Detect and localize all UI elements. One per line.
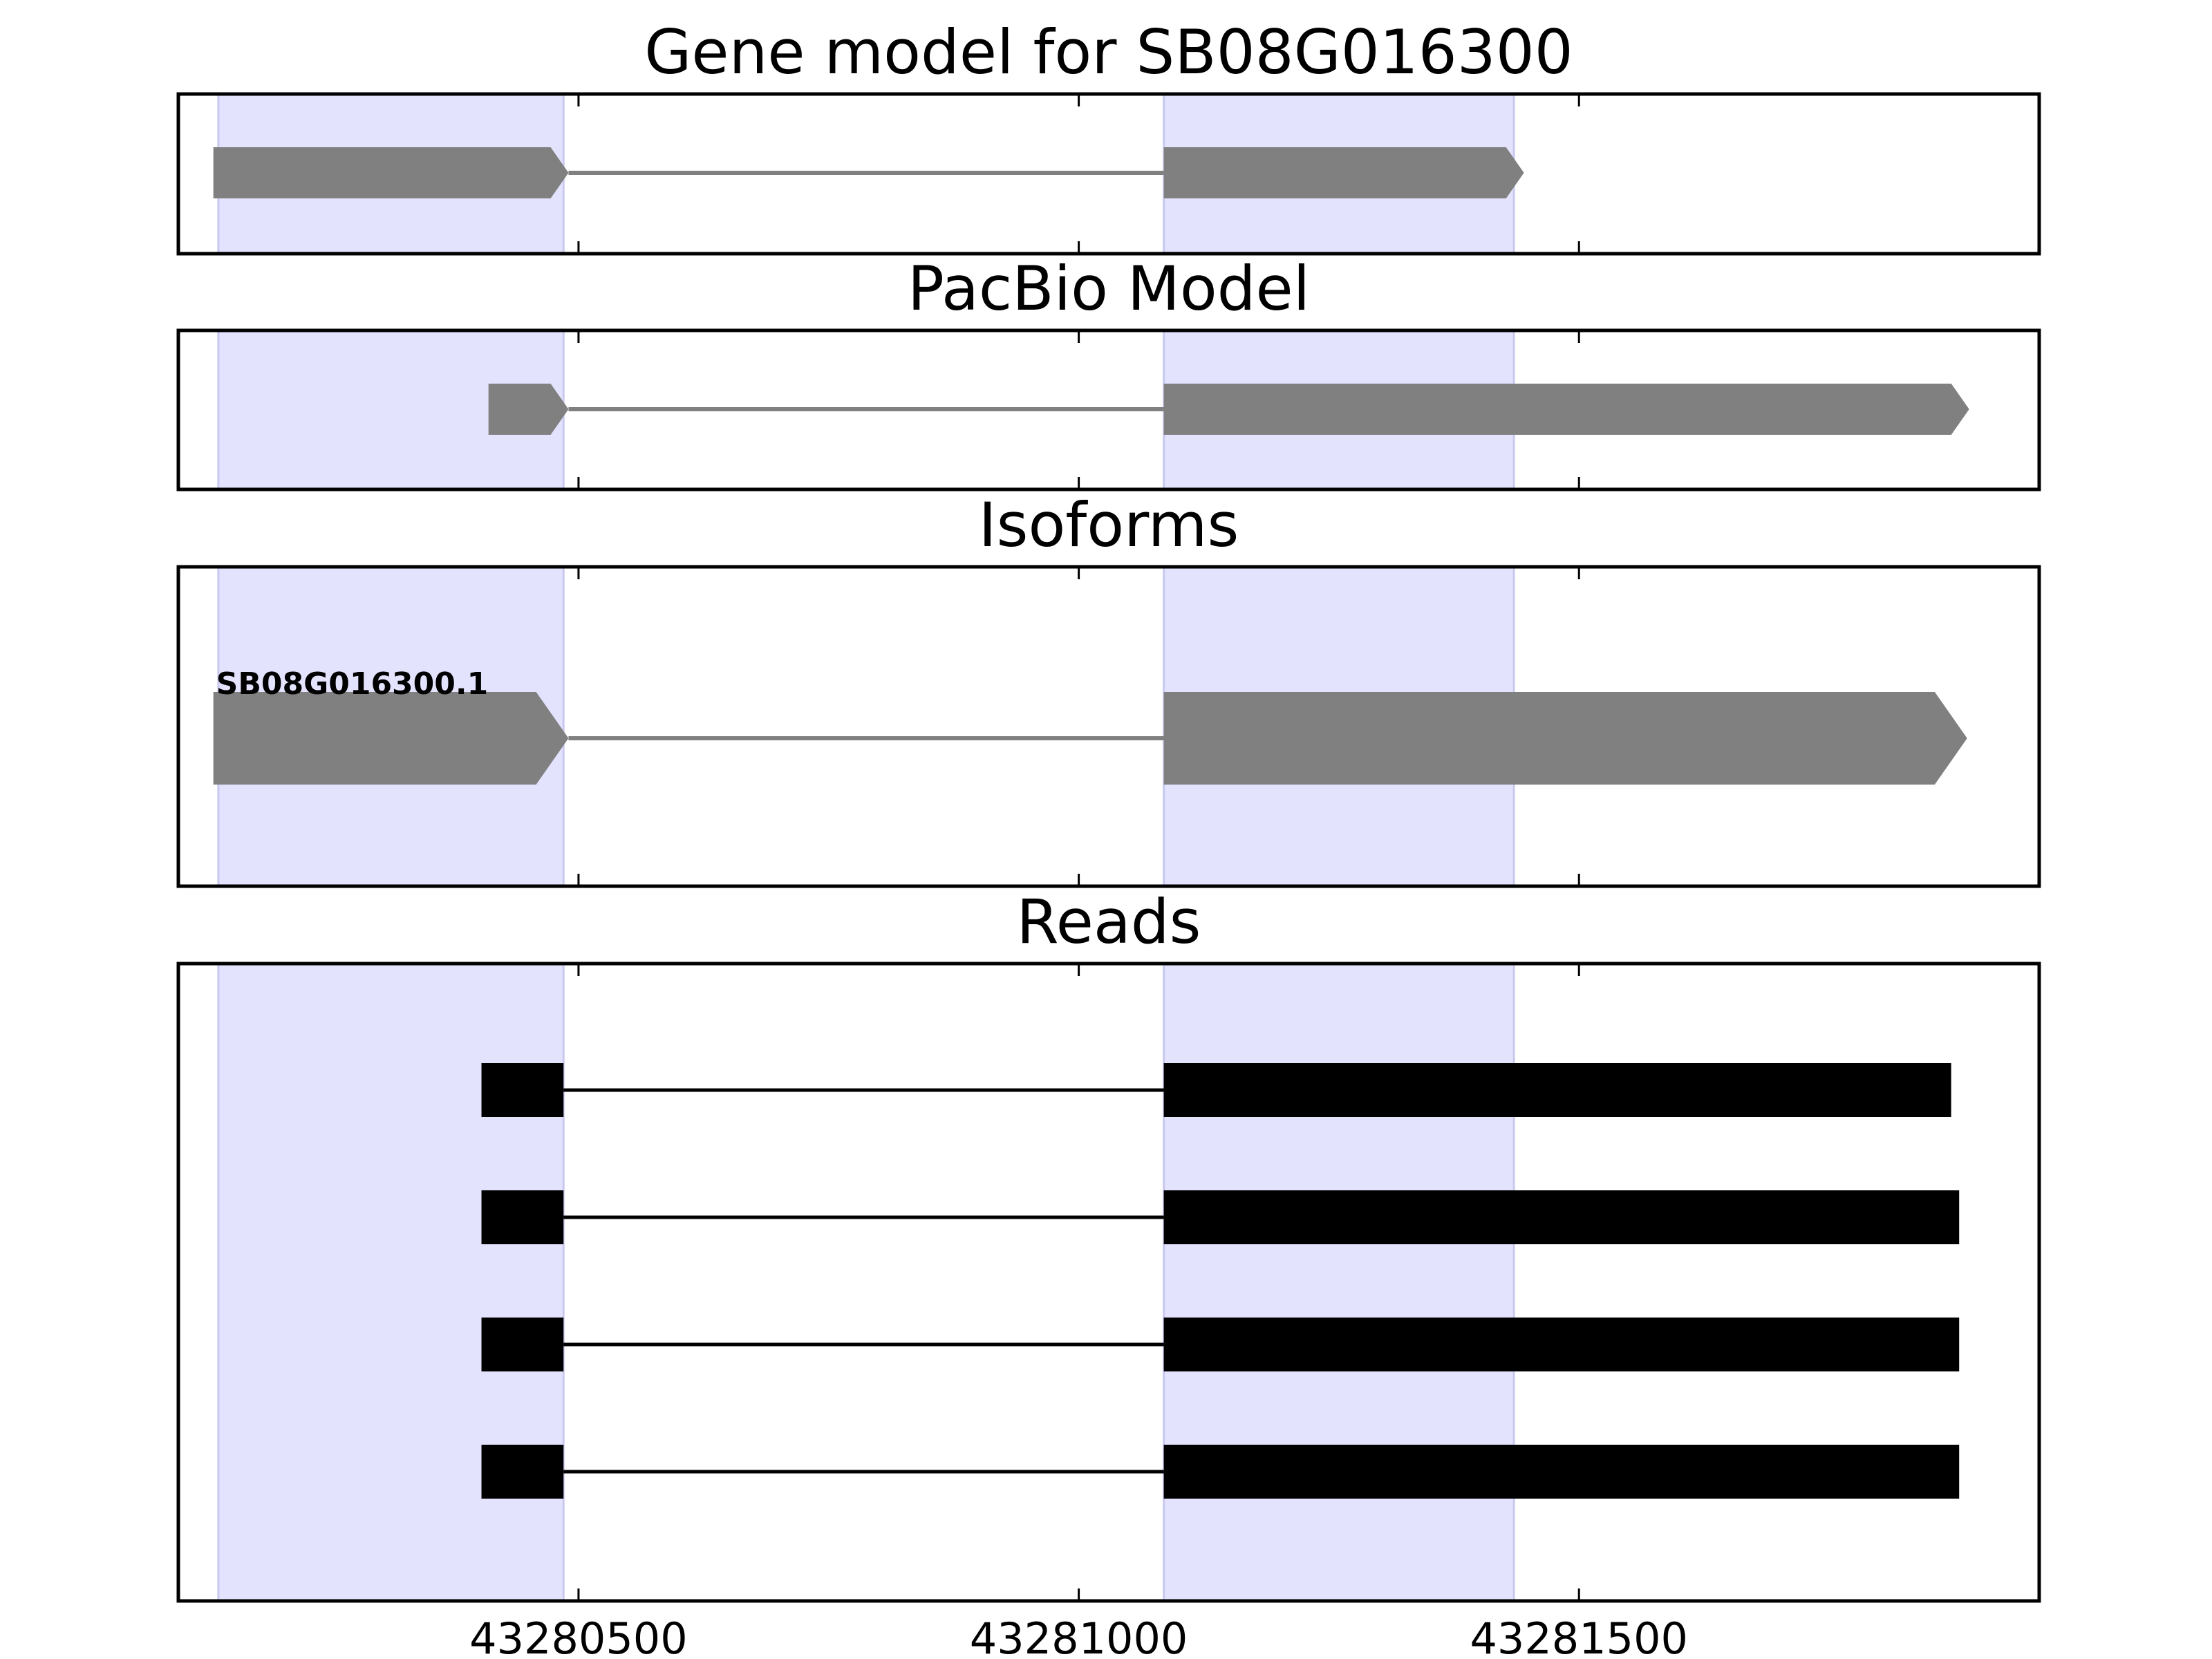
exon-arrow [213, 692, 569, 785]
track-3 [481, 1445, 1960, 1499]
panel-3: Reads [176, 886, 2041, 1603]
read-block [1163, 1063, 1951, 1117]
panel-1: PacBio Model [176, 253, 2041, 491]
read-block [481, 1445, 564, 1499]
track-0 [213, 147, 1524, 198]
x-tick-label: 43281500 [1470, 1613, 1688, 1659]
read-block [481, 1190, 564, 1244]
exon-arrow [213, 147, 569, 198]
exon-arrow [1163, 147, 1524, 198]
read-block [481, 1063, 564, 1117]
exon-arrow [1163, 384, 1969, 435]
panel-frame [176, 962, 2041, 1603]
track-0: SB08G016300.1 [213, 666, 1967, 785]
exon-highlight-region [1163, 962, 1515, 1602]
panel-2: Isoforms SB08G016300.1 [176, 489, 2041, 888]
panel-title: Reads [1017, 886, 1201, 957]
read-block [1163, 1190, 1960, 1244]
track-2 [481, 1318, 1960, 1371]
exon-arrow [488, 384, 569, 435]
x-tick-label: 43280500 [469, 1613, 688, 1659]
panel-0: Gene model for SB08G016300 [176, 17, 2041, 256]
track-0 [481, 1063, 1951, 1117]
panel-frame [176, 92, 2041, 256]
isoform-label: SB08G016300.1 [216, 666, 489, 702]
read-block [1163, 1445, 1960, 1499]
x-tick-label: 43281000 [970, 1613, 1188, 1659]
panel-title: Isoforms [979, 489, 1239, 561]
track-1 [481, 1190, 1960, 1244]
exon-highlight-region [217, 962, 565, 1602]
panel-frame [176, 565, 2041, 888]
panel-title: Gene model for SB08G016300 [644, 17, 1573, 88]
read-block [481, 1318, 564, 1371]
exon-arrow [1163, 692, 1967, 785]
track-0 [488, 384, 1969, 435]
panel-frame [176, 328, 2041, 491]
read-block [1163, 1318, 1960, 1371]
panel-title: PacBio Model [908, 253, 1310, 324]
